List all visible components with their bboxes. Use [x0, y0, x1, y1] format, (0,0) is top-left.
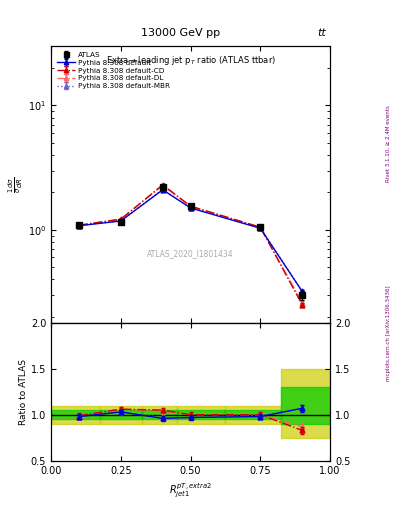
X-axis label: $R_{jet1}^{pT,extra2}$: $R_{jet1}^{pT,extra2}$: [169, 481, 212, 500]
Text: tt: tt: [318, 28, 326, 38]
Text: Rivet 3.1.10, ≥ 2.4M events: Rivet 3.1.10, ≥ 2.4M events: [386, 105, 391, 182]
Text: Extra→ leading jet p$_T$ ratio (ATLAS ttbar): Extra→ leading jet p$_T$ ratio (ATLAS tt…: [106, 54, 275, 68]
Text: 13000 GeV pp: 13000 GeV pp: [141, 28, 220, 38]
Legend: ATLAS, Pythia 8.308 default, Pythia 8.308 default-CD, Pythia 8.308 default-DL, P: ATLAS, Pythia 8.308 default, Pythia 8.30…: [55, 50, 172, 92]
Y-axis label: $\frac{1}{\sigma}\frac{d\sigma}{dR}$: $\frac{1}{\sigma}\frac{d\sigma}{dR}$: [7, 176, 25, 193]
Y-axis label: Ratio to ATLAS: Ratio to ATLAS: [19, 359, 28, 424]
Text: ATLAS_2020_I1801434: ATLAS_2020_I1801434: [147, 249, 234, 258]
Text: mcplots.cern.ch [arXiv:1306.3436]: mcplots.cern.ch [arXiv:1306.3436]: [386, 285, 391, 380]
